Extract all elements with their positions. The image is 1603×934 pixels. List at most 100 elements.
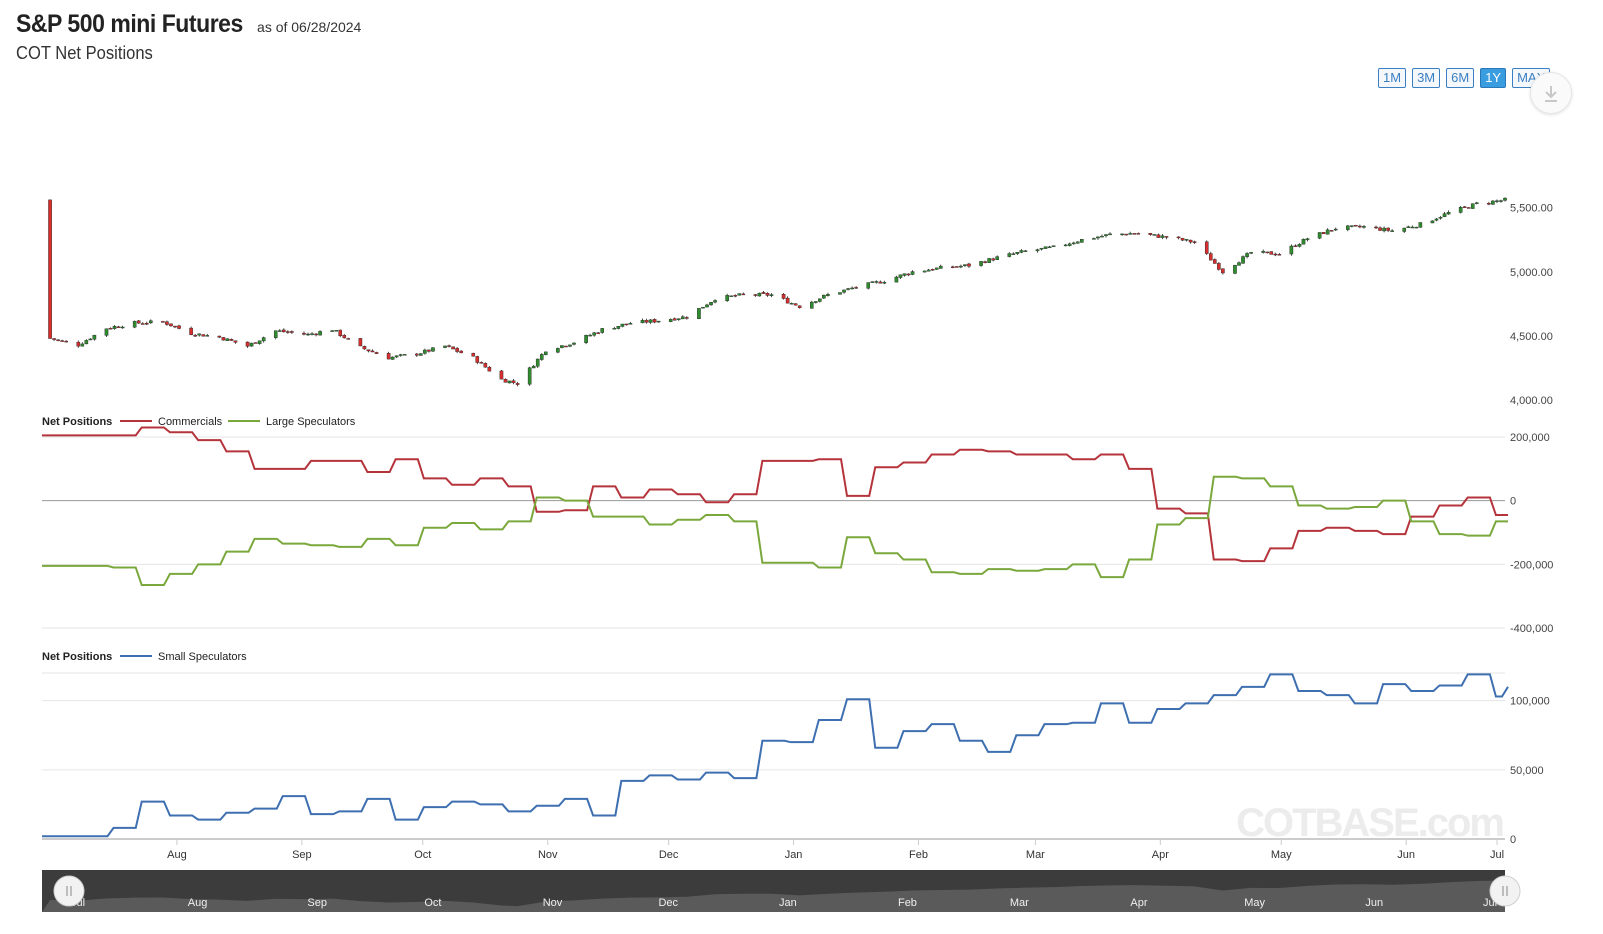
price-candle xyxy=(838,292,842,295)
price-candle xyxy=(527,366,532,386)
price-candle xyxy=(1007,252,1012,258)
download-icon xyxy=(1545,86,1557,102)
navigator-handle-left[interactable] xyxy=(53,875,85,907)
price-candle xyxy=(1104,234,1108,238)
price-candle xyxy=(314,333,318,337)
price-candle xyxy=(483,362,488,368)
price-candle xyxy=(612,326,617,330)
price-candle xyxy=(1192,240,1197,245)
small-lines xyxy=(42,673,1509,838)
price-candle xyxy=(221,336,226,341)
small-y-tick: 100,000 xyxy=(1510,696,1550,708)
price-candle xyxy=(826,292,830,297)
price-candle xyxy=(1148,232,1153,236)
price-candle xyxy=(273,330,278,340)
range-button-6m[interactable]: 6M xyxy=(1446,68,1475,88)
price-candle xyxy=(245,341,250,348)
series-line-large-speculators[interactable] xyxy=(42,475,1508,587)
price-candle xyxy=(1075,241,1080,244)
price-candle xyxy=(874,280,879,284)
price-candle xyxy=(705,303,709,308)
price-candle xyxy=(443,345,447,349)
download-button[interactable] xyxy=(1530,72,1572,114)
price-candle xyxy=(620,323,625,328)
range-button-3m[interactable]: 3M xyxy=(1412,68,1441,88)
price-candle xyxy=(1067,242,1072,247)
price-candle xyxy=(1011,252,1016,255)
watermark: COTBASE.com xyxy=(1236,801,1503,845)
price-candle xyxy=(282,328,286,333)
price-candle xyxy=(906,273,911,277)
x-tick-label: Sep xyxy=(292,849,312,861)
price-candle xyxy=(84,339,89,345)
price-y-tick: 4,500.00 xyxy=(1510,331,1553,343)
series-line-small-speculators[interactable] xyxy=(42,673,1509,838)
price-candle xyxy=(1039,247,1044,251)
price-candle xyxy=(1160,234,1165,240)
price-candle xyxy=(1386,227,1390,233)
legend-commercials[interactable]: Commercials xyxy=(158,416,223,428)
price-candle xyxy=(600,328,605,334)
price-candle xyxy=(334,330,339,332)
price-candle xyxy=(217,335,222,339)
legend-title-small: Net Positions xyxy=(42,651,112,663)
navigator-series xyxy=(42,880,1505,912)
price-candle xyxy=(1261,249,1265,254)
price-candle xyxy=(415,352,419,357)
price-candle xyxy=(572,342,576,346)
price-candle xyxy=(733,294,738,298)
price-candle xyxy=(1430,220,1435,224)
range-button-1y[interactable]: 1Y xyxy=(1480,68,1507,88)
price-candle xyxy=(503,378,508,383)
price-candle xyxy=(402,354,407,356)
price-candle xyxy=(1354,224,1358,227)
navigator-label: Oct xyxy=(424,897,441,909)
legend-large-speculators[interactable]: Large Speculators xyxy=(266,416,356,428)
price-candle xyxy=(854,286,858,289)
price-candle xyxy=(926,268,931,272)
series-line-commercials[interactable] xyxy=(42,426,1508,563)
price-y-tick: 5,000.00 xyxy=(1510,267,1553,279)
range-button-1m[interactable]: 1M xyxy=(1378,68,1407,88)
chart-title: S&P 500 mini Futures xyxy=(16,10,243,38)
price-candle xyxy=(362,345,367,350)
price-candle xyxy=(850,286,854,290)
price-candle xyxy=(1176,236,1181,240)
price-candle xyxy=(922,270,927,273)
price-candle xyxy=(471,352,476,357)
price-candle xyxy=(1180,237,1185,241)
price-candle xyxy=(173,325,177,329)
chart-subtitle: COT Net Positions xyxy=(16,43,153,63)
price-candle xyxy=(1241,255,1245,264)
price-candle xyxy=(370,349,375,353)
price-candle xyxy=(531,365,536,369)
price-candle xyxy=(165,320,169,326)
x-tick-label: Jul xyxy=(1490,849,1504,861)
positions-y-tick: 0 xyxy=(1510,496,1516,508)
price-candle xyxy=(539,353,544,361)
price-candle xyxy=(1325,228,1330,235)
price-candle xyxy=(592,331,596,337)
price-candle xyxy=(277,328,282,332)
price-candle xyxy=(1466,207,1471,209)
price-candle xyxy=(560,345,564,349)
price-candle xyxy=(257,340,262,345)
price-y-tick: 4,000.00 xyxy=(1510,395,1553,407)
price-candle xyxy=(140,322,145,325)
price-candle xyxy=(556,347,560,354)
legend-small-speculators[interactable]: Small Speculators xyxy=(158,651,247,663)
price-candle xyxy=(290,330,294,334)
price-candle xyxy=(358,338,363,347)
price-candle xyxy=(1188,239,1193,244)
price-candle xyxy=(1410,225,1415,229)
price-candle xyxy=(737,293,742,296)
price-candle xyxy=(1092,237,1096,240)
price-candle xyxy=(967,262,971,268)
navigator-handle-right[interactable] xyxy=(1489,875,1521,907)
price-candle xyxy=(1015,252,1020,256)
price-candle xyxy=(302,331,306,336)
price-candle xyxy=(233,340,238,344)
price-candle xyxy=(1301,238,1306,245)
price-candle xyxy=(934,267,939,270)
